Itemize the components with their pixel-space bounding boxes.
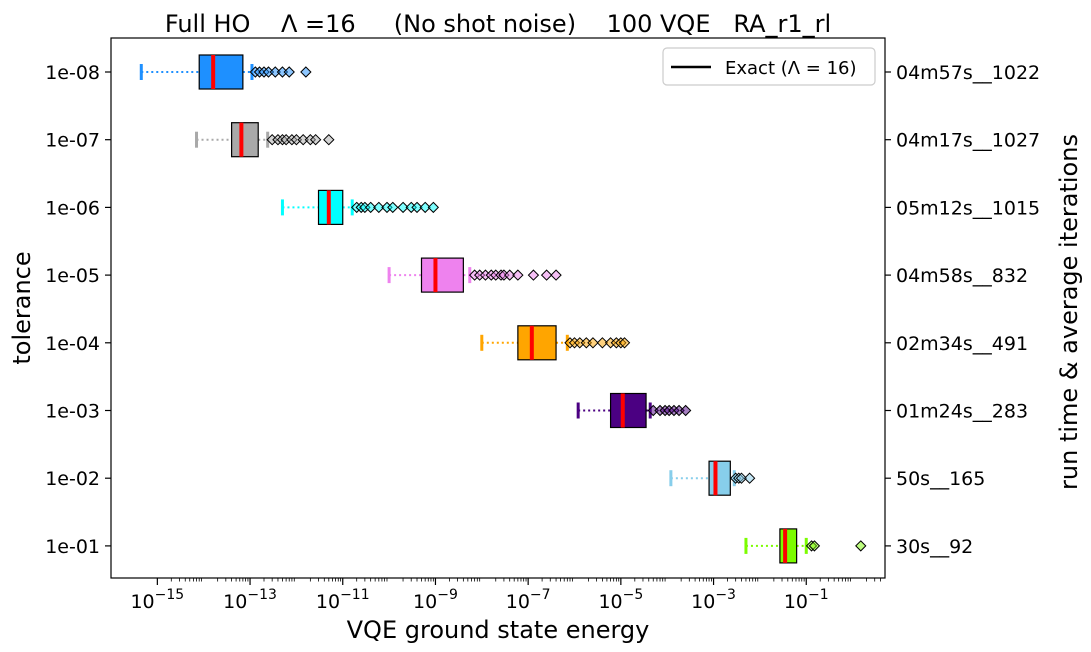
flier-point [503,269,516,281]
legend-box [662,47,876,86]
box-iqr [779,528,798,564]
y-tick-label-1e03: 1e-03 [45,401,100,423]
flier-point [411,201,423,214]
right-label-1e01: 30s__92 [896,536,973,558]
y-tick-label-1e02: 1e-02 [45,468,100,490]
flier-point [387,201,399,214]
flier-point [373,201,385,214]
plot-area [139,54,867,564]
plot-frame [110,37,886,579]
box-series-1e01 [744,528,867,564]
y-tick-label-1e04: 1e-04 [45,333,100,355]
y-tick-label-1e05: 1e-05 [45,265,100,287]
y-axis: 1e-08 04m57s__1022 1e-07 04m17s__1027 1e-06 0… [45,62,1040,558]
y-axis-label: tolerance [8,251,36,364]
right-label-1e06: 05m12s__1015 [896,197,1040,219]
x-tick-label: 10−9 [413,587,458,613]
flier-point [855,540,867,552]
flier-point [283,66,295,78]
box-series-1e04 [480,325,631,361]
box-series-1e02 [669,460,756,496]
flier-point [397,201,409,214]
flier-point [618,337,631,349]
y-tick-label-1e08: 1e-08 [45,62,100,84]
flier-point [679,404,692,417]
box-iqr [517,325,557,361]
box-iqr [231,122,259,158]
right-label-1e03: 01m24s__283 [896,401,1028,423]
flier-point [300,66,312,78]
box-series-1e07 [195,122,335,158]
flier-point [419,201,431,214]
y-tick-label-1e06: 1e-06 [45,197,100,219]
right-label-1e08: 04m57s__1022 [896,62,1040,84]
flier-point [587,337,599,349]
box-iqr [198,54,244,90]
box-iqr [609,392,647,429]
right-label-1e05: 04m58s__832 [896,265,1028,287]
flier-point [735,472,748,484]
y-axis-label-right: run time & average iterations [1055,134,1083,490]
box-iqr [420,257,464,293]
x-axis: 10−15 10−13 10−11 10−9 10−7 10−5 10−3 10−1 [130,578,881,613]
chart-title: Full HO Λ =16 (No shot noise) 100 VQE RA… [165,10,831,38]
box-series-1e08 [139,54,312,90]
x-tick-label: 10−11 [316,587,370,613]
right-label-1e07: 04m17s__1027 [896,130,1040,152]
legend-label-exact: Exact (Λ = 16) [725,58,857,79]
flier-point [550,269,562,281]
y-tick-label-1e07: 1e-07 [45,130,100,152]
y-tick-label-1e01: 1e-01 [45,536,100,558]
box-iqr [708,460,731,496]
x-axis-label: VQE ground state energy [347,616,650,644]
box-series-1e06 [280,189,440,225]
flier-point [512,269,524,281]
flier-point [364,201,377,214]
x-tick-label: 10−13 [223,587,277,613]
flier-point [309,133,322,146]
legend: Exact (Λ = 16) [662,47,876,86]
x-tick-label: 10−15 [130,587,184,613]
x-tick-label: 10−7 [506,587,551,613]
flier-point [540,269,553,281]
x-tick-label: 10−3 [691,587,736,613]
x-tick-label: 10−5 [598,587,643,613]
flier-point [808,540,821,552]
flier-point [743,472,756,484]
x-tick-label: 10−1 [784,587,829,613]
flier-point [596,337,609,349]
right-label-1e04: 02m34s__491 [896,333,1028,355]
right-label-1e02: 50s__165 [896,468,985,490]
box-series-1e03 [576,392,692,429]
flier-point [427,201,440,214]
flier-point [323,133,335,146]
flier-point [527,269,540,281]
box-series-1e05 [387,257,562,293]
